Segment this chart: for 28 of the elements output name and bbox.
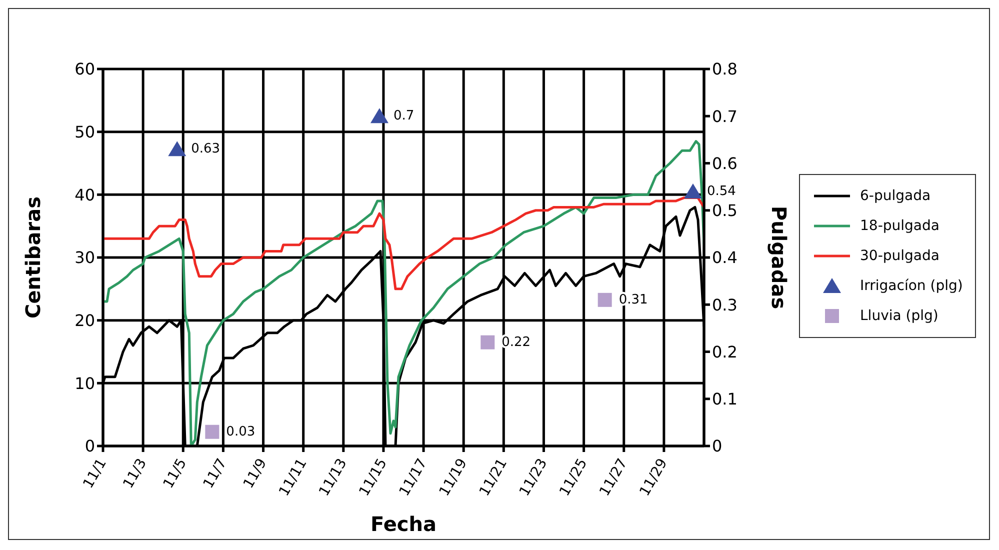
data-label: 0.54 [706,184,736,200]
y-tick-label: 0 [84,436,95,456]
y2-tick-label: 0.6 [712,154,738,173]
y-tick-label: 60 [74,60,95,79]
y-tick-label: 30 [74,248,95,268]
y2-tick-label: 0.8 [712,60,738,79]
y2-tick-label: 0.1 [712,390,738,409]
legend-label: 6-pulgada [860,188,931,204]
y2-tick-label: 0.3 [712,295,738,314]
y2-tick-label: 0.7 [712,106,738,126]
y-tick-label: 50 [74,122,95,142]
y-axis-title: Centibaras [21,196,46,318]
y2-axis-title: Pulgadas [766,206,791,310]
legend-label: 30-pulgada [860,248,940,264]
legend-label: Lluvia (plg) [860,308,938,324]
y2-tick-label: 0.4 [712,248,738,268]
legend-label: 18-pulgada [860,218,940,234]
y2-tick-label: 0.5 [712,201,738,220]
y-tick-label: 10 [74,374,95,393]
data-label: 0.03 [226,424,256,440]
y-tick-label: 20 [74,311,95,330]
y-tick-label: 40 [74,185,95,204]
data-label: 0.7 [393,108,414,124]
data-label: 0.63 [191,142,220,157]
x-axis-title: Fecha [370,512,437,536]
y2-tick-label: 0 [712,436,722,456]
y2-tick-label: 0.2 [712,342,738,362]
legend-label: Irrigacíon (plg) [860,278,963,294]
